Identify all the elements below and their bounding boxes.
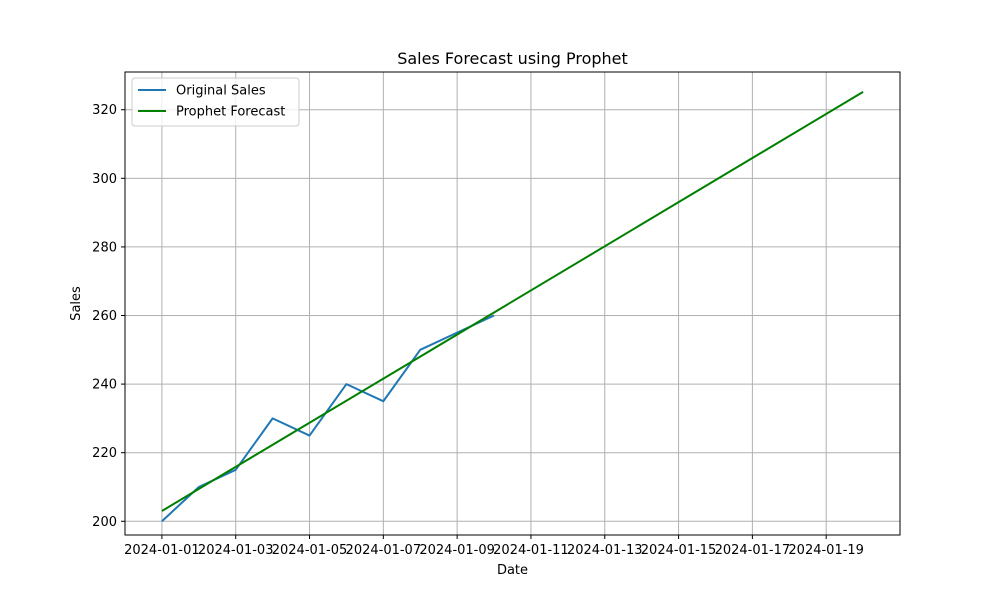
- prophet-forecast-legend-label: Prophet Forecast: [176, 105, 285, 120]
- series-lines: [161, 91, 864, 523]
- plot-area-frame: [124, 71, 901, 536]
- x-tick-label: 2024-01-07: [346, 543, 422, 558]
- y-tick-label: 200: [92, 515, 117, 530]
- y-tick-label: 280: [92, 240, 117, 255]
- x-tick-label: 2024-01-03: [198, 543, 274, 558]
- x-tick-label: 2024-01-11: [493, 543, 569, 558]
- axis-ticks: 2024-01-012024-01-032024-01-052024-01-07…: [92, 103, 864, 558]
- grid: [125, 72, 900, 535]
- y-axis-title: Sales: [69, 286, 84, 321]
- y-tick-label: 300: [92, 172, 117, 187]
- y-tick-label: 260: [92, 309, 117, 324]
- original-sales-legend-label: Original Sales: [176, 84, 266, 99]
- x-tick-label: 2024-01-17: [715, 543, 791, 558]
- x-tick-label: 2024-01-05: [272, 543, 348, 558]
- chart-title: Sales Forecast using Prophet: [397, 49, 628, 68]
- legend-box: [131, 77, 300, 127]
- x-tick-label: 2024-01-01: [124, 543, 200, 558]
- y-tick-label: 320: [92, 103, 117, 118]
- y-tick-label: 220: [92, 446, 117, 461]
- x-tick-label: 2024-01-15: [641, 543, 717, 558]
- y-tick-label: 240: [92, 378, 117, 393]
- x-tick-label: 2024-01-13: [567, 543, 643, 558]
- x-tick-label: 2024-01-09: [419, 543, 495, 558]
- prophet-forecast-line: [161, 91, 864, 512]
- legend: Original Sales Prophet Forecast: [131, 77, 300, 127]
- x-tick-label: 2024-01-19: [788, 543, 864, 558]
- x-axis-title: Date: [497, 563, 528, 578]
